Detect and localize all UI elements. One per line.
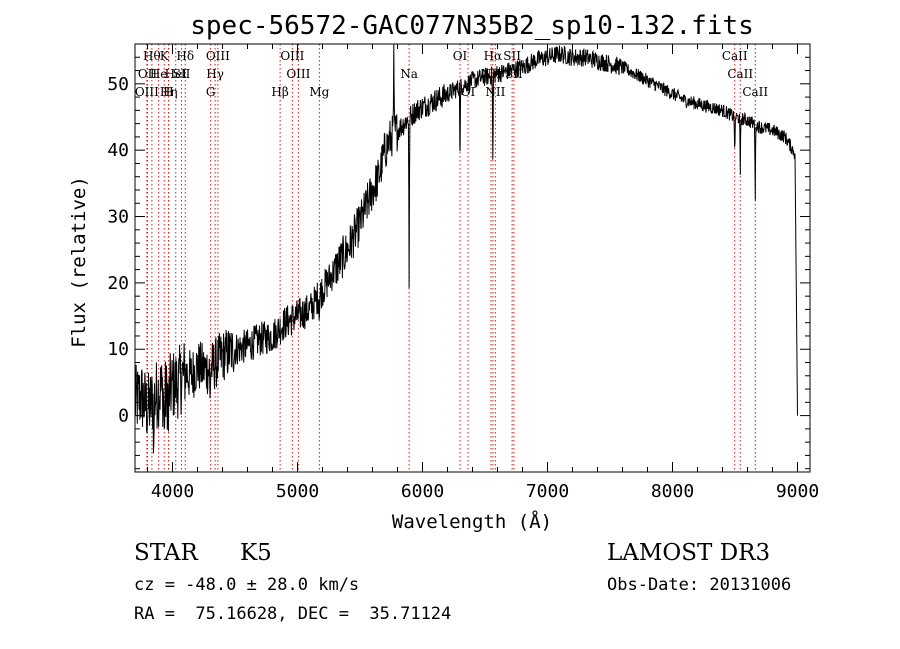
redshift-cz: cz = -48.0 ± 28.0 km/s: [134, 575, 360, 595]
y-tick-label: 30: [107, 207, 129, 228]
spectral-line-label: Hβ: [271, 85, 288, 99]
spectrum-series-line: [134, 43, 798, 454]
x-tick-label: 6000: [401, 481, 444, 502]
chart-title: spec-56572-GAC077N35B2_sp10-132.fits: [190, 11, 754, 41]
ra-dec-coordinates: RA = 75.16628, DEC = 35.71124: [134, 604, 452, 624]
y-tick-label: 0: [118, 406, 129, 427]
spectral-line-label: Hγ: [206, 67, 224, 81]
spectral-line-label: OII: [138, 67, 158, 81]
x-tick-label: 8000: [651, 481, 694, 502]
y-tick-label: 40: [107, 140, 129, 161]
spectral-line-label: OIII: [206, 49, 230, 63]
spectral-line-label: Hδ: [176, 49, 194, 63]
spectral-line-label: G: [206, 85, 216, 99]
spectral-line-labels: Hθ OII OIII He K HηH HeI Hδ SII Hγ OIII G Hβ OIII OIII…: [135, 49, 769, 99]
x-tick-label: 7000: [526, 481, 569, 502]
spectral-line-label: He: [150, 67, 168, 81]
x-axis-label: Wavelength (Å): [392, 510, 552, 533]
spectral-line-label: H: [163, 85, 173, 99]
spectral-line-label: Hα: [484, 49, 503, 63]
spectral-line-label: SII: [173, 67, 191, 81]
x-tick-label: 4000: [151, 481, 194, 502]
y-tick-label: 10: [107, 339, 129, 360]
spectral-line-markers: [146, 44, 756, 472]
spectral-line-label: Na: [400, 67, 418, 81]
y-axis-label: Flux (relative): [68, 176, 90, 348]
spectral-line-label: OIII: [280, 49, 304, 63]
spectral-line-label: Hη: [160, 85, 178, 99]
object-subclass: K5: [240, 540, 272, 566]
spectral-line-label: Mg: [309, 85, 329, 99]
x-tick-label: 5000: [276, 481, 319, 502]
spectral-line-label: SII: [503, 49, 521, 63]
spectral-line-label: K: [160, 49, 170, 63]
spectral-line-label: OI: [461, 85, 476, 99]
spectral-line-label: HeI: [165, 67, 188, 81]
y-tick-label: 20: [107, 273, 129, 294]
spectral-line-label: Hθ: [143, 49, 161, 63]
spectral-line-label: CaII: [742, 85, 768, 99]
survey-name: LAMOST DR3: [607, 540, 771, 566]
y-tick-label: 50: [107, 74, 129, 95]
observation-date: Obs-Date: 20131006: [607, 575, 792, 595]
spectral-line-label: NII: [485, 85, 505, 99]
spectral-line-label: CaII: [722, 49, 748, 63]
x-tick-label: 9000: [776, 481, 819, 502]
spectral-line-label: CaII: [727, 67, 753, 81]
spectral-line-label: OIII: [286, 67, 310, 81]
axis-ticks: 4000 5000 6000 7000 8000 9000 0 10 20 30 40 50: [107, 43, 819, 502]
spectral-line-label: OIII: [135, 85, 159, 99]
object-class: STAR: [134, 540, 198, 566]
spectral-line-label: OI: [453, 49, 468, 63]
